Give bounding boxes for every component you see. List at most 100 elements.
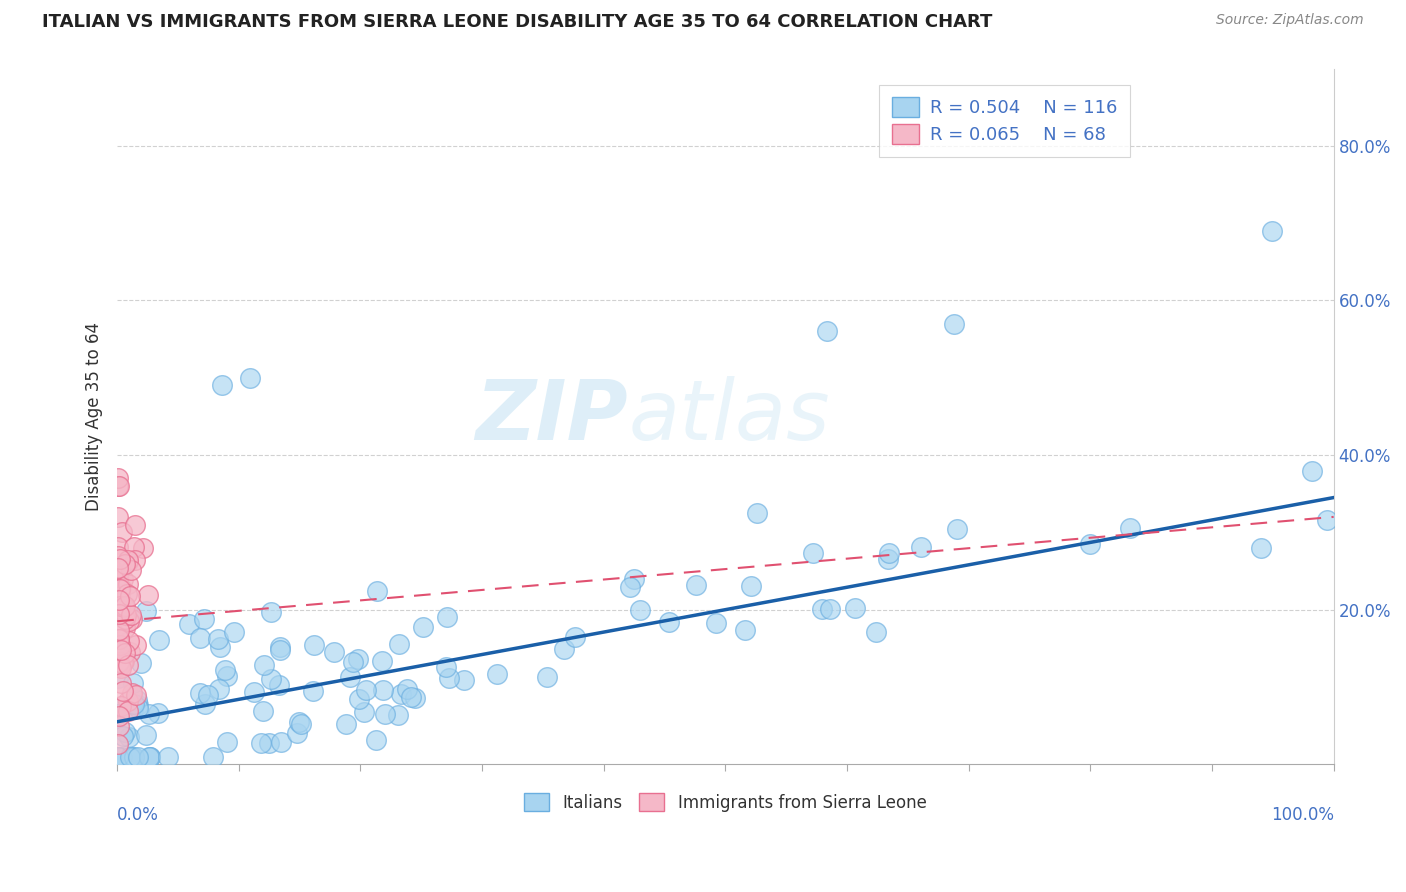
- Point: [485, 667, 508, 681]
- Point: [111, 572, 134, 586]
- Point: [215, 735, 238, 749]
- Point: [110, 676, 132, 690]
- Point: [811, 601, 834, 615]
- Point: [734, 624, 756, 638]
- Point: [115, 586, 138, 600]
- Point: [623, 573, 645, 587]
- Point: [120, 562, 142, 576]
- Point: [136, 588, 159, 602]
- Point: [122, 749, 145, 764]
- Point: [117, 730, 139, 744]
- Point: [239, 370, 262, 384]
- Point: [404, 690, 426, 705]
- Point: [107, 479, 129, 493]
- Point: [107, 749, 129, 764]
- Point: [437, 672, 460, 686]
- Point: [214, 663, 236, 677]
- Point: [108, 632, 131, 646]
- Point: [121, 676, 143, 690]
- Point: [121, 686, 143, 700]
- Point: [253, 657, 276, 672]
- Point: [138, 749, 160, 764]
- Point: [1301, 463, 1323, 477]
- Text: 100.0%: 100.0%: [1271, 806, 1334, 824]
- Point: [347, 692, 370, 706]
- Point: [747, 506, 769, 520]
- Point: [208, 681, 231, 696]
- Point: [910, 540, 932, 554]
- Text: Source: ZipAtlas.com: Source: ZipAtlas.com: [1216, 13, 1364, 28]
- Point: [107, 471, 129, 485]
- Point: [388, 637, 411, 651]
- Point: [135, 604, 157, 618]
- Point: [120, 589, 142, 603]
- Point: [148, 633, 170, 648]
- Point: [110, 659, 132, 673]
- Point: [366, 732, 388, 747]
- Point: [114, 725, 136, 739]
- Point: [374, 706, 396, 721]
- Point: [243, 684, 266, 698]
- Point: [108, 632, 131, 646]
- Point: [117, 657, 139, 672]
- Y-axis label: Disability Age 35 to 64: Disability Age 35 to 64: [86, 322, 103, 511]
- Point: [658, 615, 681, 629]
- Point: [117, 704, 139, 718]
- Point: [188, 631, 211, 645]
- Point: [250, 736, 273, 750]
- Point: [125, 692, 148, 706]
- Point: [124, 553, 146, 567]
- Point: [801, 546, 824, 560]
- Point: [135, 728, 157, 742]
- Point: [207, 632, 229, 646]
- Point: [1080, 537, 1102, 551]
- Point: [112, 655, 135, 669]
- Point: [370, 654, 392, 668]
- Point: [107, 737, 129, 751]
- Point: [131, 657, 153, 671]
- Point: [252, 705, 274, 719]
- Point: [118, 749, 141, 764]
- Point: [107, 540, 129, 554]
- Legend: Italians, Immigrants from Sierra Leone: Italians, Immigrants from Sierra Leone: [517, 787, 934, 819]
- Point: [114, 612, 136, 626]
- Point: [122, 702, 145, 716]
- Point: [564, 630, 586, 644]
- Point: [346, 652, 368, 666]
- Point: [217, 669, 239, 683]
- Point: [107, 708, 129, 723]
- Point: [110, 640, 132, 655]
- Point: [865, 624, 887, 639]
- Point: [201, 749, 224, 764]
- Point: [117, 694, 139, 708]
- Point: [139, 749, 162, 764]
- Point: [111, 606, 134, 620]
- Point: [335, 717, 357, 731]
- Point: [373, 682, 395, 697]
- Point: [117, 577, 139, 591]
- Point: [287, 726, 309, 740]
- Point: [108, 623, 131, 637]
- Point: [122, 540, 145, 554]
- Point: [110, 581, 132, 595]
- Point: [704, 615, 727, 630]
- Text: 0.0%: 0.0%: [117, 806, 159, 824]
- Point: [110, 699, 132, 714]
- Point: [118, 645, 141, 659]
- Point: [270, 734, 292, 748]
- Point: [107, 671, 129, 685]
- Point: [269, 640, 291, 655]
- Point: [740, 579, 762, 593]
- Text: atlas: atlas: [628, 376, 830, 457]
- Point: [108, 556, 131, 570]
- Point: [366, 584, 388, 599]
- Point: [1316, 513, 1339, 527]
- Point: [436, 610, 458, 624]
- Point: [194, 697, 217, 711]
- Text: ZIP: ZIP: [475, 376, 628, 457]
- Point: [453, 673, 475, 687]
- Point: [434, 660, 457, 674]
- Point: [110, 661, 132, 675]
- Text: ITALIAN VS IMMIGRANTS FROM SIERRA LEONE DISABILITY AGE 35 TO 64 CORRELATION CHAR: ITALIAN VS IMMIGRANTS FROM SIERRA LEONE …: [42, 13, 993, 31]
- Point: [108, 479, 131, 493]
